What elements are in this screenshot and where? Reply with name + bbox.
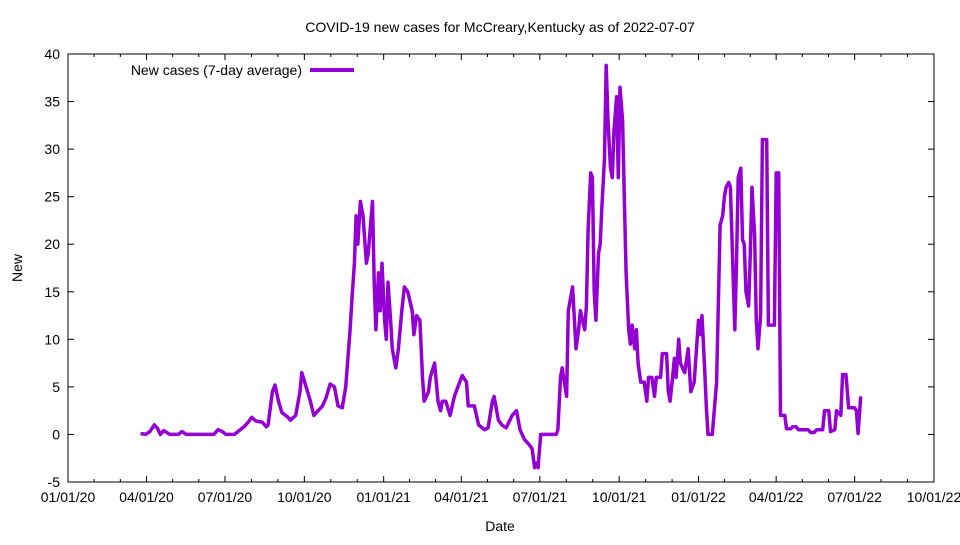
x-tick-label: 01/01/22	[671, 489, 726, 505]
x-axis-label: Date	[485, 518, 515, 534]
x-tick-label: 10/01/21	[592, 489, 647, 505]
x-tick-label: 04/01/20	[119, 489, 174, 505]
x-tick-label: 07/01/22	[827, 489, 882, 505]
y-tick-label: 35	[44, 94, 60, 110]
x-tick-label: 10/01/20	[277, 489, 332, 505]
plot-frame	[67, 53, 935, 483]
x-tick-label: 04/01/21	[434, 489, 489, 505]
legend-label: New cases (7-day average)	[131, 62, 302, 78]
y-tick-label: 15	[44, 284, 60, 300]
y-tick-label: 25	[44, 189, 60, 205]
x-tick-label: 04/01/22	[749, 489, 804, 505]
x-tick-label: 10/01/22	[907, 489, 960, 505]
y-tick-label: 0	[52, 426, 60, 442]
series-line-new-cases	[140, 63, 863, 470]
y-tick-label: 20	[44, 236, 60, 252]
y-tick-label: 10	[44, 331, 60, 347]
chart-title: COVID-19 new cases for McCreary,Kentucky…	[305, 19, 695, 35]
x-tick-label: 01/01/21	[356, 489, 411, 505]
y-tick-label: 40	[44, 46, 60, 62]
series-layer	[140, 63, 863, 470]
axis-ticks: -5 0 5 10 15 20 25 30 35 40 01/01/20 04/01/20 07/01/…	[41, 46, 960, 505]
x-tick-label: 01/01/20	[41, 489, 96, 505]
y-axis-label: New	[9, 253, 25, 282]
legend: New cases (7-day average)	[131, 62, 354, 78]
y-tick-label: 5	[52, 379, 60, 395]
y-tick-label: -5	[48, 474, 61, 490]
y-tick-label: 30	[44, 141, 60, 157]
x-tick-label: 07/01/21	[513, 489, 568, 505]
x-tick-label: 07/01/20	[198, 489, 253, 505]
